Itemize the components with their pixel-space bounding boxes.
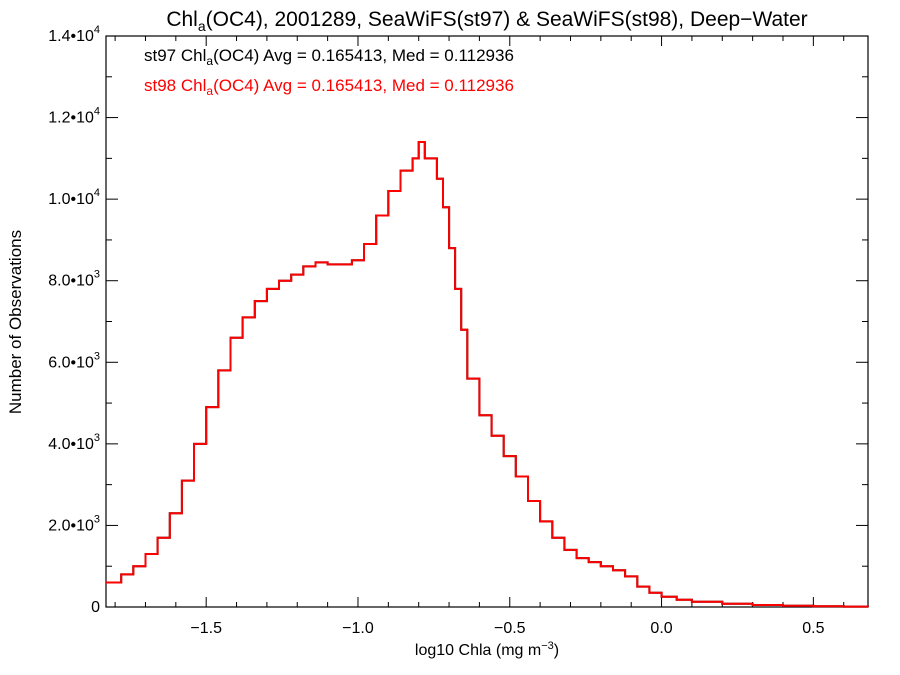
y-tick-mantissa: 1.0•10 [48, 191, 94, 208]
plot-frame [105, 35, 869, 608]
series-lines [106, 141, 869, 608]
series-line-1 [106, 141, 869, 608]
x-tick-label-0: −1.5 [190, 620, 222, 637]
series-line-0 [106, 141, 869, 608]
annotation-st98: st98 Chla(OC4) Avg = 0.165413, Med = 0.1… [144, 76, 514, 98]
x-tick-label-4: 0.5 [802, 620, 824, 637]
y-tick-exponent: 3 [94, 350, 100, 362]
y-tick-mantissa: 1.4•10 [48, 28, 94, 45]
x-axis-label-close: ) [554, 642, 559, 659]
y-tick-exponent: 4 [94, 24, 100, 36]
y-tick-mantissa: 1.2•10 [48, 110, 94, 127]
annotation-st98-subscript: a [206, 84, 213, 98]
y-tick-mantissa: 8.0•10 [48, 273, 94, 290]
y-tick-mantissa: 2.0•10 [48, 517, 94, 534]
y-tick-label-7: 1.4•104 [48, 24, 100, 45]
y-tick-label-3: 6.0•103 [48, 350, 100, 371]
y-tick-label-0: 0 [91, 599, 100, 616]
annotation-st97: st97 Chla(OC4) Avg = 0.165413, Med = 0.1… [144, 46, 514, 68]
annotation-st97-prefix: st97 Chl [144, 46, 206, 65]
chart-title-prefix: Chl [166, 8, 198, 31]
y-tick-mantissa: 6.0•10 [48, 354, 94, 371]
y-tick-mantissa: 4.0•10 [48, 436, 94, 453]
x-tick-label-1: −1.0 [342, 620, 374, 637]
y-tick-exponent: 4 [94, 187, 100, 199]
annotation-st98-rest: (OC4) Avg = 0.165413, Med = 0.112936 [213, 76, 514, 95]
x-tick-label-3: 0.0 [650, 620, 672, 637]
x-axis-label-text: log10 Chla (mg m [415, 642, 541, 659]
y-tick-mantissa: 0 [91, 599, 100, 616]
axis-ticks: −1.5 −1.0 −0.5 0.0 0.502.0•1034.0•1036.0•103… [48, 24, 868, 637]
annotation-st97-rest: (OC4) Avg = 0.165413, Med = 0.112936 [213, 46, 514, 65]
annotation-st97-subscript: a [206, 54, 213, 68]
y-tick-exponent: 3 [94, 269, 100, 281]
y-tick-exponent: 3 [94, 513, 100, 525]
x-axis-label-superscript: −3 [541, 640, 554, 652]
chart-title: Chla(OC4), 2001289, SeaWiFS(st97) & SeaW… [166, 8, 807, 34]
y-tick-label-2: 4.0•103 [48, 432, 100, 453]
annotation-st98-prefix: st98 Chl [144, 76, 206, 95]
y-tick-label-1: 2.0•103 [48, 513, 100, 534]
y-tick-exponent: 3 [94, 432, 100, 444]
y-tick-label-4: 8.0•103 [48, 269, 100, 290]
chart-title-subscript: a [198, 18, 206, 34]
x-tick-label-2: −0.5 [494, 620, 526, 637]
y-tick-exponent: 4 [94, 106, 100, 118]
y-tick-label-6: 1.2•104 [48, 106, 100, 127]
x-axis-label: log10 Chla (mg m−3) [415, 640, 559, 659]
y-tick-label-5: 1.0•104 [48, 187, 100, 208]
chart-title-rest: (OC4), 2001289, SeaWiFS(st97) & SeaWiFS(… [206, 8, 808, 31]
y-axis-label: Number of Observations [6, 230, 25, 414]
